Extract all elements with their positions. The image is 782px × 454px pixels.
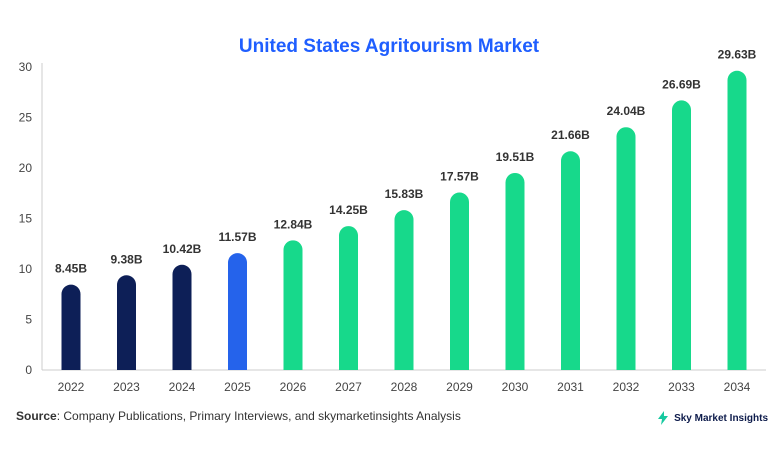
- x-tick-label-2032: 2032: [613, 380, 640, 394]
- bar-2030: [505, 172, 525, 370]
- x-tick-label-2027: 2027: [335, 380, 362, 394]
- data-label-2024: 10.42B: [163, 242, 202, 256]
- x-tick-label-2034: 2034: [724, 380, 751, 394]
- x-tick-label-2030: 2030: [502, 380, 529, 394]
- bar-2031: [561, 151, 580, 370]
- source-note: Source: Company Publications, Primary In…: [16, 409, 461, 423]
- data-label-2030: 19.51B: [496, 150, 535, 164]
- x-tick-label-2025: 2025: [224, 380, 251, 394]
- bar-2034: [727, 70, 747, 370]
- data-label-2022: 8.45B: [55, 262, 87, 276]
- bar-2029: [450, 192, 469, 370]
- x-tick-label-2029: 2029: [446, 380, 473, 394]
- source-text: : Company Publications, Primary Intervie…: [56, 409, 461, 423]
- bar-2023: [117, 275, 136, 370]
- chart-title: United States Agritourism Market: [239, 36, 540, 57]
- bar-2032: [616, 127, 636, 370]
- data-label-2029: 17.57B: [440, 170, 479, 184]
- bar-2028: [394, 210, 414, 370]
- data-label-2027: 14.25B: [329, 203, 368, 217]
- x-tick-label-2026: 2026: [280, 380, 307, 394]
- bar-2025: [228, 253, 247, 370]
- data-label-2031: 21.66B: [551, 128, 590, 142]
- bar-2022: [61, 284, 81, 370]
- x-tick-label-2028: 2028: [391, 380, 418, 394]
- y-tick-label: 5: [25, 313, 32, 327]
- y-tick-label: 0: [25, 363, 32, 377]
- x-tick-label-2022: 2022: [58, 380, 85, 394]
- brand-mark: Sky Market Insights: [656, 411, 768, 425]
- data-label-2023: 9.38B: [110, 252, 142, 266]
- data-labels-layer: 8.45B 9.38B 10.42B 11.57B 12.84B 14.25B 15.83B…: [55, 48, 757, 276]
- source-label: Source: [16, 409, 57, 423]
- data-label-2026: 12.84B: [274, 217, 313, 231]
- data-label-2028: 15.83B: [385, 187, 424, 201]
- y-tick-label: 15: [19, 212, 33, 226]
- bar-2026: [283, 240, 303, 370]
- data-label-2032: 24.04B: [607, 104, 646, 118]
- x-tick-label-2033: 2033: [668, 380, 695, 394]
- bars-layer: [61, 70, 747, 370]
- data-label-2034: 29.63B: [718, 48, 757, 62]
- y-tick-label: 20: [19, 161, 33, 175]
- y-tick-label: 30: [19, 60, 33, 74]
- brand-name: Sky Market Insights: [674, 412, 768, 424]
- y-tick-label: 10: [19, 262, 33, 276]
- bar-2027: [339, 226, 358, 370]
- bar-2033: [672, 100, 691, 370]
- data-label-2033: 26.69B: [662, 77, 701, 91]
- x-tick-label-2023: 2023: [113, 380, 140, 394]
- bar-2024: [172, 264, 192, 370]
- data-label-2025: 11.57B: [218, 230, 256, 244]
- x-tick-label-2031: 2031: [557, 380, 584, 394]
- lightning-bolt-icon: [658, 411, 669, 425]
- y-tick-label: 25: [19, 111, 33, 125]
- x-tick-label-2024: 2024: [169, 380, 196, 394]
